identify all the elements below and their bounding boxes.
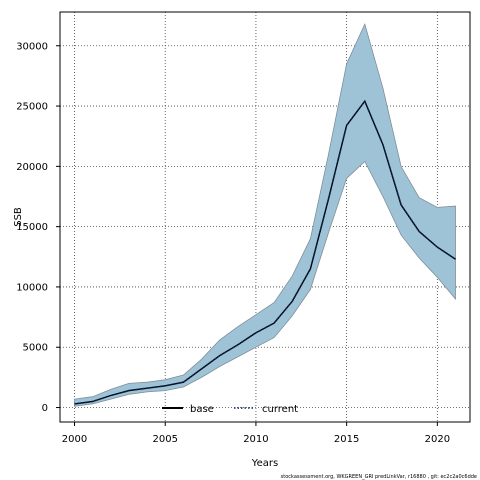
y-tick-label: 15000 [16, 222, 48, 233]
x-tick-label: 2020 [425, 434, 450, 445]
confidence-band-layer [74, 22, 456, 407]
legend: base current [162, 404, 298, 415]
x-tick-label: 2015 [334, 434, 359, 445]
series-line-current [74, 99, 456, 405]
confidence-band-current [74, 22, 456, 407]
x-tick-label: 2010 [243, 434, 268, 445]
grid-lines [60, 12, 470, 422]
y-tick-label: 0 [42, 403, 48, 414]
legend-label-base: base [190, 404, 214, 415]
legend-label-current: current [262, 404, 298, 415]
series-lines [74, 99, 456, 405]
x-tick-label: 2005 [152, 434, 177, 445]
series-line-base [74, 99, 456, 405]
y-tick-label: 25000 [16, 102, 48, 113]
x-axis-title: Years [251, 458, 278, 469]
y-tick-label: 5000 [23, 343, 48, 354]
axis-ticks: 2000 2005 2010 2015 2020 0 5000 10000 15000 20000… [16, 41, 450, 445]
plot-frame [59, 11, 471, 423]
footnote: stockassessment.org, WKGREEN_GRI predLin… [281, 474, 477, 480]
x-tick-label: 2000 [62, 434, 87, 445]
y-tick-label: 20000 [16, 162, 48, 173]
y-tick-label: 10000 [16, 282, 48, 293]
y-axis-title: SSB [13, 207, 24, 227]
y-tick-label: 30000 [16, 41, 48, 52]
